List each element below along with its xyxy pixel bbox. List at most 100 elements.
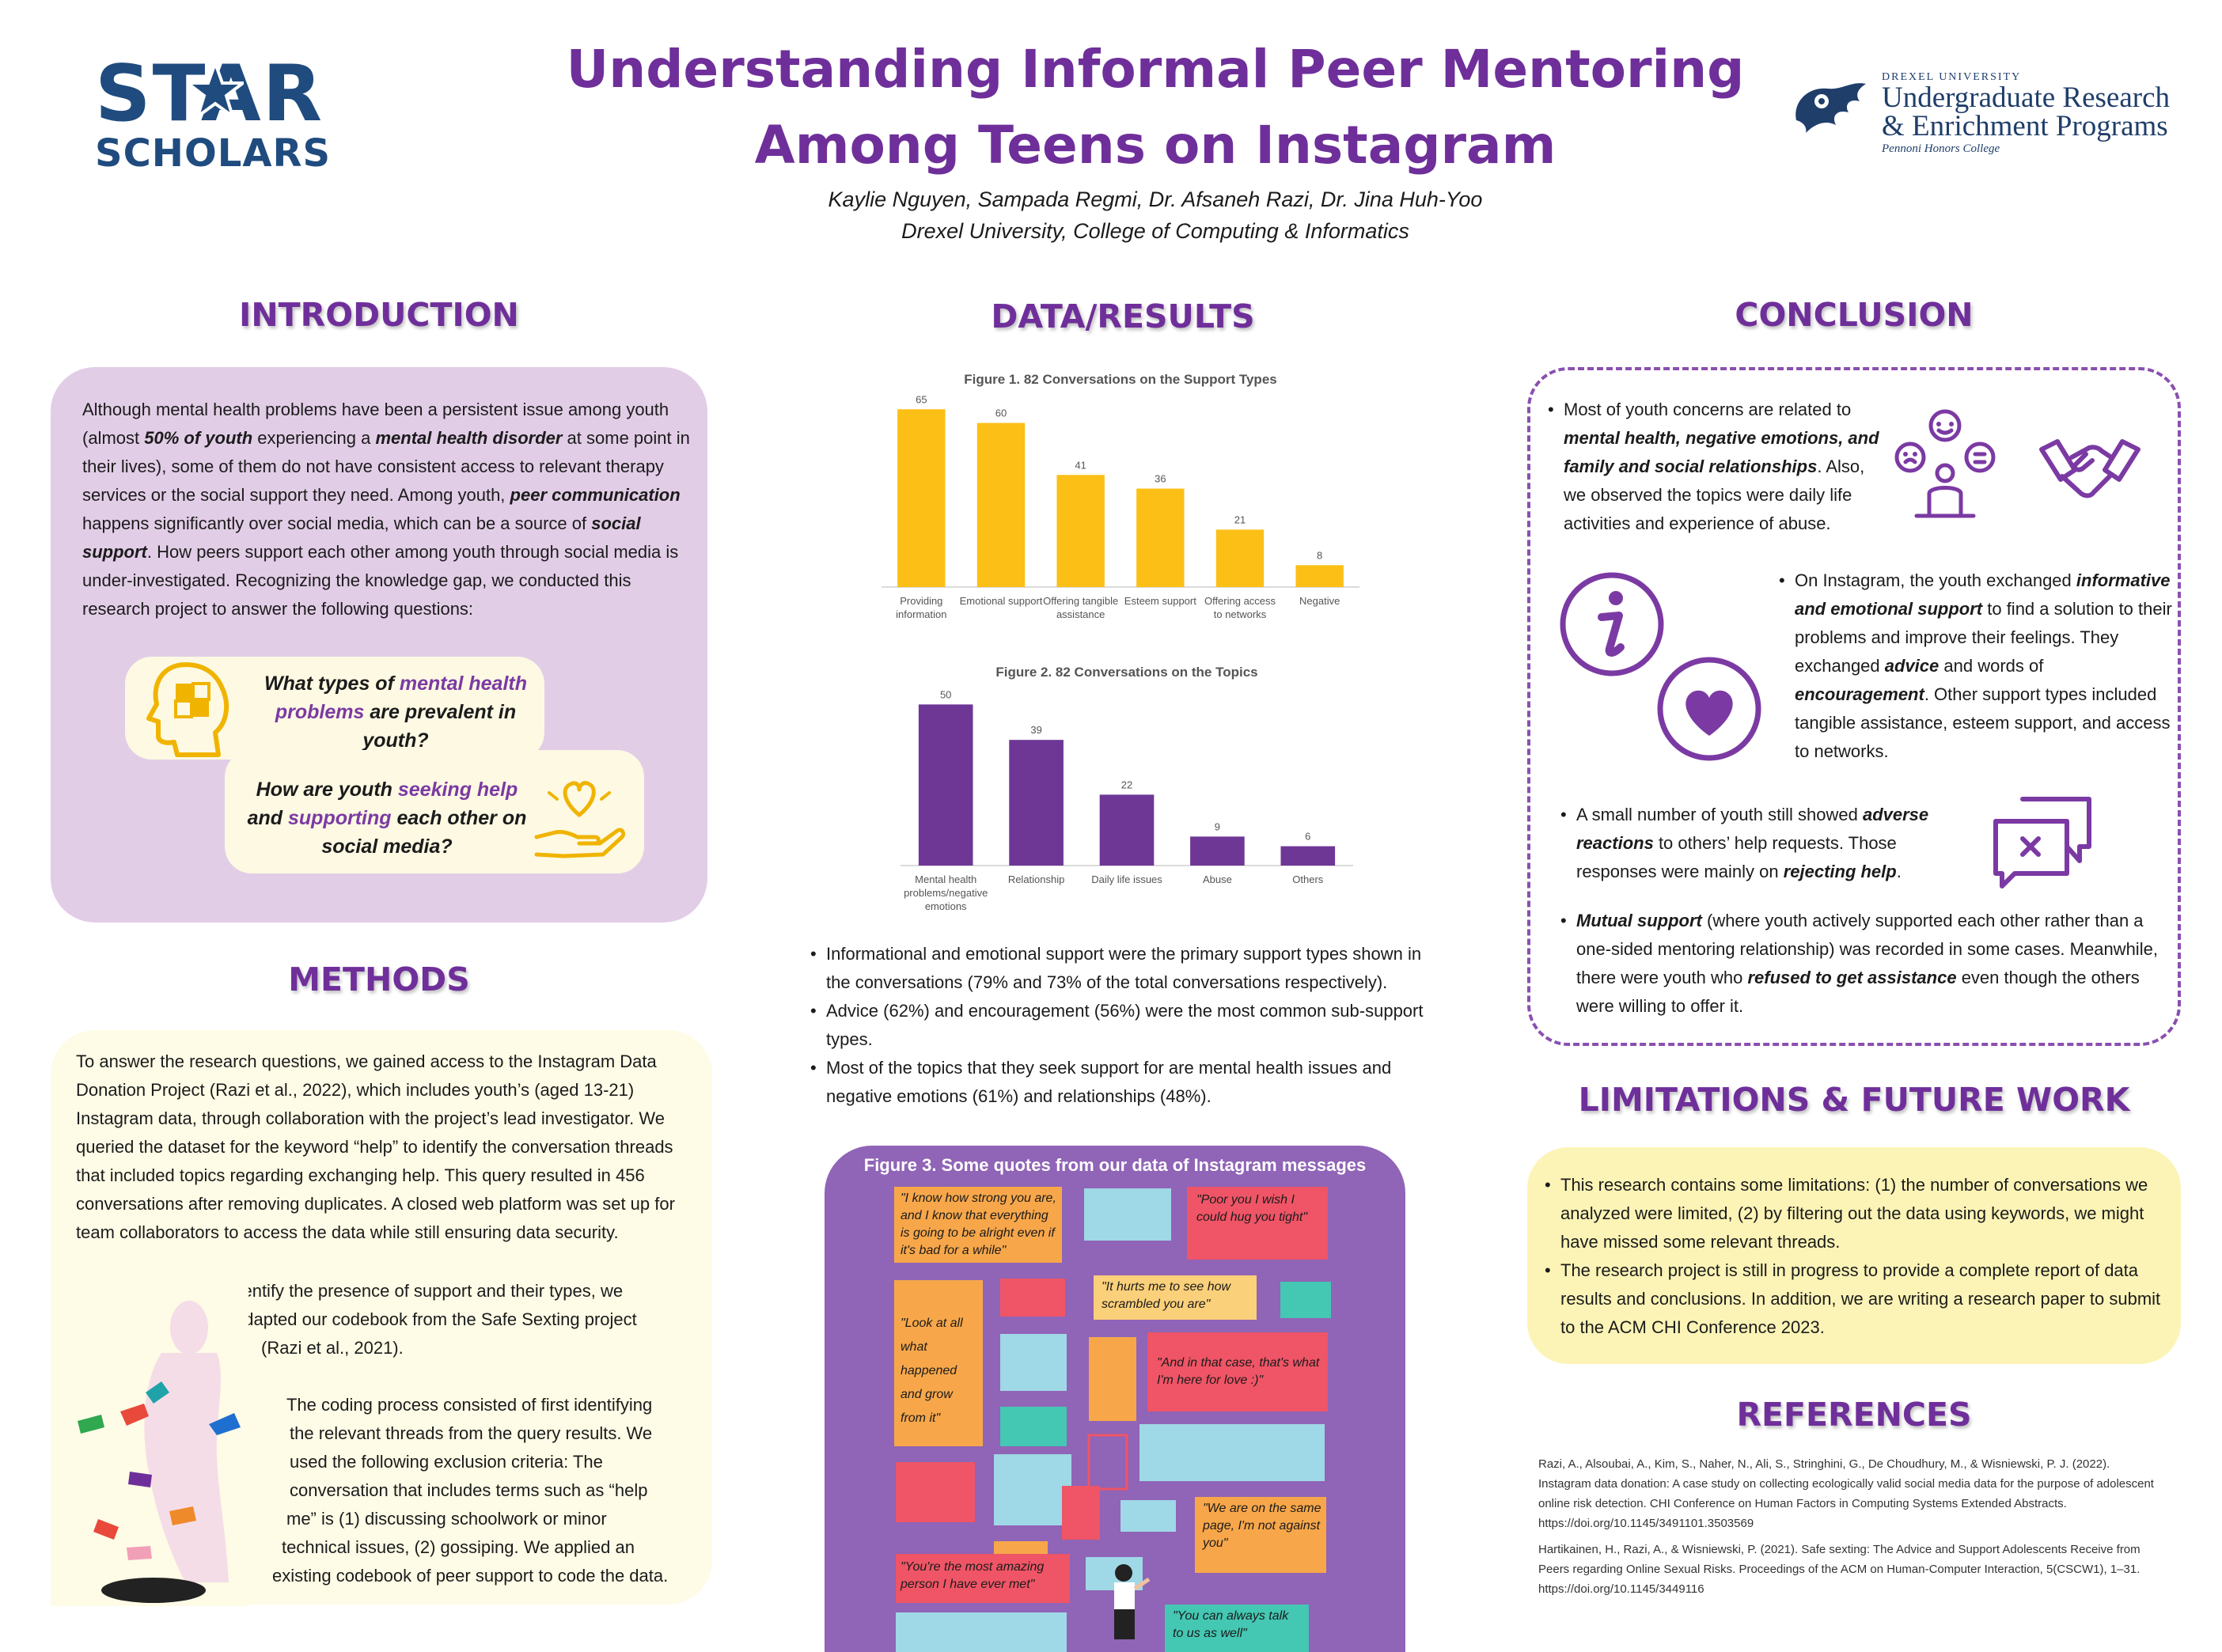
star-scholars-logo: STAR SCHOLARS (95, 55, 332, 176)
data-label: 6 (1305, 831, 1310, 843)
reference-2: Hartikainen, H., Razi, A., & Wisniewski,… (1538, 1543, 2140, 1596)
conclusion-text-run: On Instagram, the youth exchanged (1795, 570, 2076, 590)
conclusion-text-run: A small number of youth still showed (1576, 805, 1863, 824)
intro-text-run: happens significantly over social media,… (82, 513, 592, 533)
conclusion-emphasis: adverse reactions (1576, 805, 1929, 853)
intro-emphasis: mental health disorder (375, 428, 563, 448)
category-label: Daily life issues (1091, 873, 1162, 885)
category-label: information (896, 608, 946, 620)
figure-3-title: Figure 3. Some quotes from our data of I… (863, 1155, 1367, 1175)
figure-3-panel: Figure 3. Some quotes from our data of I… (825, 1146, 1405, 1652)
bar (1280, 846, 1336, 866)
conclusion-emphasis: mental health, negative emotions, and fa… (1564, 428, 1879, 476)
star-icon (187, 62, 244, 119)
authors: Kaylie Nguyen, Sampada Regmi, Dr. Afsane… (828, 188, 1483, 211)
bar (1190, 836, 1245, 866)
bar (976, 422, 1026, 587)
info-icon (1560, 572, 1664, 676)
category-label: Negative (1299, 595, 1340, 607)
conclusion-bullet: On Instagram, the youth exchanged inform… (1779, 566, 2175, 766)
category-label: Abuse (1203, 873, 1232, 885)
limitations-bullet: The research project is still in progres… (1545, 1256, 2170, 1342)
intro-text-run: Although mental health problems have bee… (82, 400, 669, 448)
category-label: Others (1292, 873, 1324, 885)
question-text-run: are prevalent in youth? (362, 701, 517, 752)
title-line-1: Understanding Informal Peer Mentoring (566, 39, 1745, 100)
quote-8: "You can always talk to us as well" (1173, 1609, 1289, 1640)
data-label: 65 (916, 393, 927, 405)
methods-line: me” is (1) discussing schoolwork or mino… (286, 1509, 607, 1529)
bar (1215, 529, 1265, 587)
quote-7: "We are on the same page, I'm not agains… (1203, 1502, 1321, 1550)
methods-line: The coding process consisted of first id… (286, 1395, 653, 1415)
introduction-heading: INTRODUCTION (239, 296, 519, 334)
data-label: 60 (995, 407, 1007, 419)
data-label: 8 (1317, 549, 1322, 561)
methods-line: existing codebook of peer support to cod… (272, 1566, 669, 1586)
intro-text-run: at some point in their lives), some of t… (82, 428, 690, 505)
data-label: 9 (1215, 820, 1220, 832)
category-label: Mental health (915, 873, 976, 885)
conclusion-text-run: Most of youth concerns are related to (1564, 400, 1852, 419)
category-label: assistance (1056, 608, 1105, 620)
reference-1: Razi, A., Alsoubai, A., Kim, S., Naher, … (1538, 1457, 2154, 1530)
head-puzzle-icon (146, 662, 229, 757)
intro-emphasis: peer communication (510, 485, 681, 505)
conclusion-emphasis: advice (1884, 656, 1940, 676)
speech-bubbles-illustration (894, 1187, 1331, 1652)
introduction-text: Although mental health problems have bee… (82, 396, 692, 623)
conclusion-text-run: and words of (1939, 656, 2044, 676)
references-heading: REFERENCES (1736, 1396, 1972, 1434)
results-bullets: Informational and emotional support were… (810, 940, 1435, 1111)
conclusion-bullet-4: Mutual support (where youth actively sup… (1560, 907, 2162, 1021)
question-text-run: What types of (264, 673, 400, 695)
category-label: emotions (925, 900, 967, 912)
conclusion-text-run: . Also, we observed the topics were dail… (1564, 457, 1865, 533)
figure-1-chart: Figure 1. 82 Conversations on the Suppor… (875, 364, 1366, 630)
conclusion-text-run: even though the others were willing to o… (1576, 968, 2140, 1016)
people-emotions-icon (1894, 409, 1996, 518)
heart-icon (1657, 657, 1761, 761)
logo-line-2: SCHOLARS (95, 131, 332, 176)
question-highlight: seeking help (397, 779, 518, 801)
conclusion-emphasis: refused to get assistance (1747, 968, 1957, 987)
results-heading: DATA/RESULTS (991, 297, 1255, 335)
question-text-run: each other on social media? (321, 807, 527, 858)
results-bullet: Advice (62%) and encouragement (56%) wer… (810, 997, 1435, 1054)
bar (897, 409, 946, 587)
conclusion-text-run: to others’ help requests. Those response… (1576, 833, 1897, 881)
methods-paragraph-1: To answer the research questions, we gai… (76, 1051, 675, 1242)
figure-2-plot: 50 Mental health problems/negativeemotions… (901, 688, 1353, 912)
question-1: What types of mental health problems are… (261, 669, 530, 755)
data-label: 39 (1030, 724, 1041, 736)
category-label: Emotional support (960, 595, 1043, 607)
methods-line: used the following exclusion criteria: T… (290, 1452, 603, 1472)
program-line-2: & Enrichment Programs (1882, 110, 2168, 142)
bar (1009, 740, 1064, 866)
woman-figure-illustration (1114, 1564, 1151, 1639)
drexel-dragon-icon (1795, 83, 1866, 133)
drexel-logo: DREXEL UNIVERSITY Undergraduate Research… (1788, 71, 2184, 166)
intro-emphasis: social support (82, 513, 641, 562)
conclusion-bullet: Mutual support (where youth actively sup… (1560, 907, 2162, 1021)
quote-3: "It hurts me to see how scrambled you ar… (1102, 1280, 1231, 1311)
methods-line: technical issues, (2) gossiping. We appl… (282, 1537, 635, 1557)
authors-block: Kaylie Nguyen, Sampada Regmi, Dr. Afsane… (506, 184, 1804, 247)
bar (1099, 794, 1155, 866)
title-line-2: Among Teens on Instagram (754, 115, 1557, 176)
conclusion-emphasis: informative and emotional support (1795, 570, 2171, 619)
data-label: 50 (940, 688, 951, 700)
quote-1: "I know how strong you are, and I know t… (901, 1192, 1056, 1257)
drexel-college: Pennoni Honors College (1882, 142, 2000, 155)
category-label: Providing (900, 595, 942, 607)
conclusion-text-run: . Other support types included tangible … (1795, 684, 2171, 761)
category-label: Relationship (1008, 873, 1065, 885)
limitations-heading: LIMITATIONS & FUTURE WORK (1578, 1081, 2130, 1119)
question-text-run: and (247, 807, 288, 829)
bar (918, 704, 973, 866)
intro-emphasis: 50% of youth (144, 428, 253, 448)
conclusion-bullet-3: A small number of youth still showed adv… (1560, 801, 1932, 886)
quote-6: "You're the most amazing person I have e… (901, 1560, 1045, 1591)
conclusion-bullet: A small number of youth still showed adv… (1560, 801, 1932, 886)
figure-2-chart: Figure 2. 82 Conversations on the Topics… (889, 657, 1364, 919)
